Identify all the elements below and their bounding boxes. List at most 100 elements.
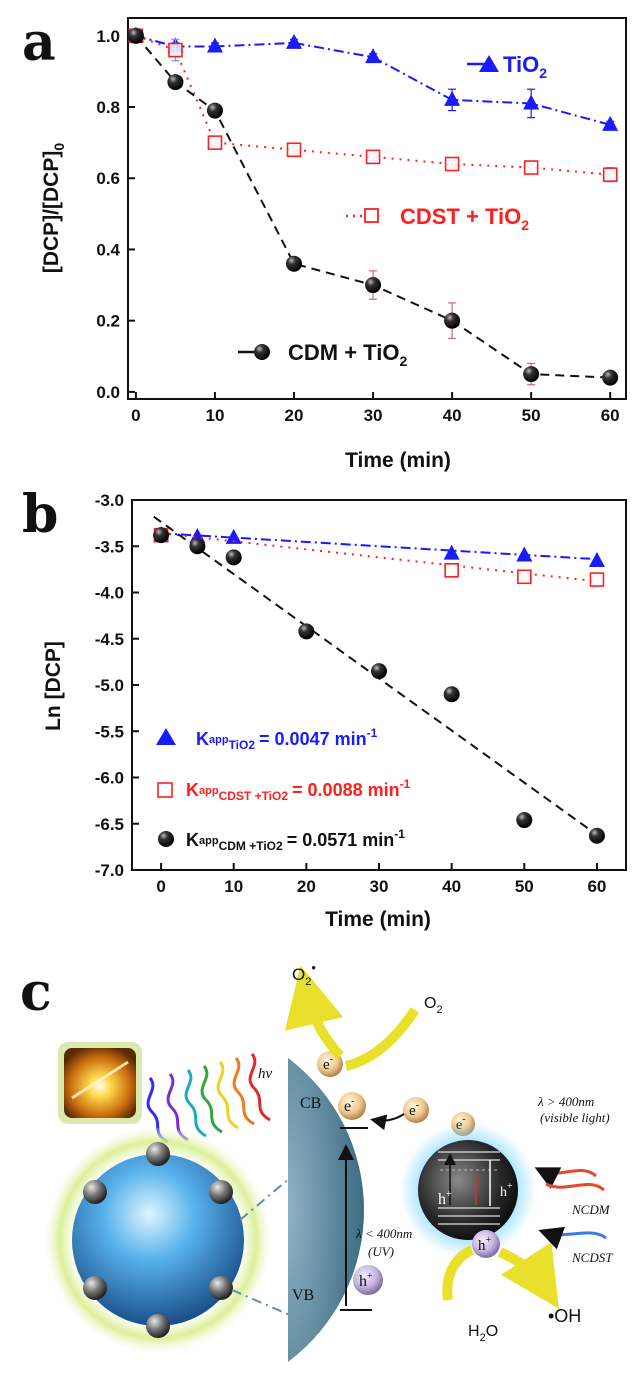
y-axis-title-b: Ln [DCP] [42, 641, 65, 731]
ncdst-label: NCDST [571, 1250, 613, 1265]
legend-cdst-marker [364, 208, 379, 223]
data-point-sphere [588, 827, 605, 844]
data-point-sphere [127, 27, 144, 44]
legend-cdst-a: CDST + TiO2 [346, 204, 529, 233]
data-point-square [589, 572, 605, 587]
data-point-square [444, 562, 459, 578]
data-point-sphere [298, 623, 315, 640]
y-tick-label: 0.0 [96, 383, 120, 402]
data-point-triangle [444, 90, 461, 106]
k-legend-cdm-text: KappCDM +TiO2 = 0.0571 min-1 [186, 827, 405, 853]
panel-b-chart: b 0 10 20 30 40 50 60 -3.0 -3.5 -4.0 -4.5 -5.0 -5.5 -… [22, 484, 627, 931]
y-tick-label: 0.4 [96, 240, 120, 259]
data-point-sphere [523, 366, 540, 383]
panel-letter-c: c [20, 962, 52, 1023]
y-tick-label: -4.0 [95, 584, 124, 603]
cb-label: CB [300, 1095, 321, 1112]
y-tick-label: -3.0 [95, 491, 124, 510]
hole-in-dot-label: h+ [438, 1189, 452, 1208]
x-tick-label: 50 [522, 406, 541, 425]
o2-radical-arrow [284, 965, 344, 1060]
carbon-dot-icon [400, 1122, 536, 1258]
k-legend-cdm: KappCDM +TiO2 = 0.0571 min-1 [158, 827, 405, 853]
o2-label: O2 [424, 995, 443, 1016]
series-triangle [153, 526, 605, 568]
data-point-square [516, 569, 532, 585]
y-tick-label: 0.6 [96, 169, 120, 188]
hole-icon: h+ [353, 1265, 383, 1295]
tio2-shell-icon [288, 1058, 364, 1362]
data-point-sphere [225, 549, 242, 566]
h2o-input-arrow [442, 1245, 475, 1301]
svg-text:[DCP]/[DCP]0: [DCP]/[DCP]0 [40, 143, 67, 273]
uv-label-line1: λ < 400nm [355, 1226, 412, 1241]
composite-particle-icon [46, 1128, 270, 1352]
x-tick-label: 10 [224, 877, 243, 896]
data-point-sphere [602, 369, 619, 386]
ncdm-label: NCDM [571, 1202, 611, 1217]
y-tick-label: -5.5 [95, 722, 124, 741]
data-point-square [168, 42, 183, 58]
k-legend-cdst: KappCDST +TiO2 = 0.0088 min-1 [157, 777, 411, 803]
y-tick-label: -6.0 [95, 769, 124, 788]
svg-text:e-: e- [344, 1096, 354, 1115]
svg-text:e-: e- [323, 1054, 333, 1073]
x-tick-label: 0 [156, 877, 165, 896]
data-point-square [602, 167, 618, 182]
k-legend-tio2: KappTiO2 = 0.0047 min-1 [156, 726, 378, 752]
fit-line [160, 532, 598, 583]
data-point-triangle [225, 528, 242, 544]
data-point-sphere [371, 663, 387, 680]
vb-label: VB [292, 1287, 314, 1304]
x-axis-title-a: Time (min) [345, 449, 451, 472]
electron-transfer-arrow [370, 1113, 405, 1131]
x-tick-label: 30 [370, 877, 389, 896]
series-sphere [127, 27, 619, 386]
tick-group-a: 0 10 20 30 40 50 60 0.0 0.2 0.4 0.6 0.8 1.0 [96, 27, 619, 425]
data-point-sphere [167, 74, 184, 91]
legend-cdm-label: CDM + TiO2 [288, 340, 407, 369]
plot-frame-b [131, 499, 627, 871]
y-tick-label: -7.0 [95, 861, 124, 880]
x-axis-title-b: Time (min) [325, 908, 431, 931]
tick-group-b: 0 10 20 30 40 50 60 -3.0 -3.5 -4.0 -4.5 -5.0 -5.5 -6.… [95, 491, 607, 896]
legend-cdm-a: CDM + TiO2 [238, 340, 407, 369]
series-group-b [153, 515, 605, 844]
legend-cdst-label: CDST + TiO2 [400, 204, 529, 233]
legend-cdm-marker [254, 344, 270, 360]
svg-text:h+: h+ [478, 1235, 492, 1254]
series-sphere [153, 515, 605, 844]
x-tick-label: 30 [364, 406, 383, 425]
uv-label-line2: (UV) [368, 1244, 394, 1259]
y-tick-label: -4.5 [95, 630, 124, 649]
svg-text:e-: e- [409, 1100, 419, 1119]
k-legend-cdm-marker [158, 831, 174, 847]
x-tick-label: 60 [587, 877, 606, 896]
x-tick-label: 60 [601, 406, 620, 425]
data-point-square [523, 160, 539, 175]
y-tick-label: -3.5 [95, 537, 124, 556]
x-tick-label: 0 [131, 406, 140, 425]
svg-text:h+: h+ [359, 1271, 373, 1290]
x-tick-label: 20 [297, 877, 316, 896]
visible-label-line1: λ > 400nm [537, 1094, 594, 1109]
data-point-triangle [588, 552, 605, 568]
data-point-triangle [516, 546, 533, 562]
electron-icon: e- [338, 1092, 366, 1120]
o2-radical-label: O2• [292, 960, 316, 988]
data-point-sphere [189, 538, 206, 555]
panel-letter-a: a [22, 12, 56, 73]
panel-a-chart: a 0 10 20 30 40 50 60 0.0 0.2 0.4 0.6 0.8 1.0 Time (… [22, 12, 627, 472]
data-point-sphere [443, 686, 460, 703]
data-point-triangle [365, 48, 382, 64]
panel-letter-b: b [22, 484, 58, 545]
data-point-sphere [444, 312, 461, 329]
data-point-square [286, 142, 302, 158]
data-point-sphere [286, 255, 302, 272]
x-tick-label: 40 [443, 406, 462, 425]
k-legend-cdst-text: KappCDST +TiO2 = 0.0088 min-1 [186, 777, 411, 803]
y-tick-label: 1.0 [96, 27, 120, 46]
ncdm-light-arrow-1 [534, 1167, 597, 1189]
data-point-sphere [516, 812, 533, 829]
